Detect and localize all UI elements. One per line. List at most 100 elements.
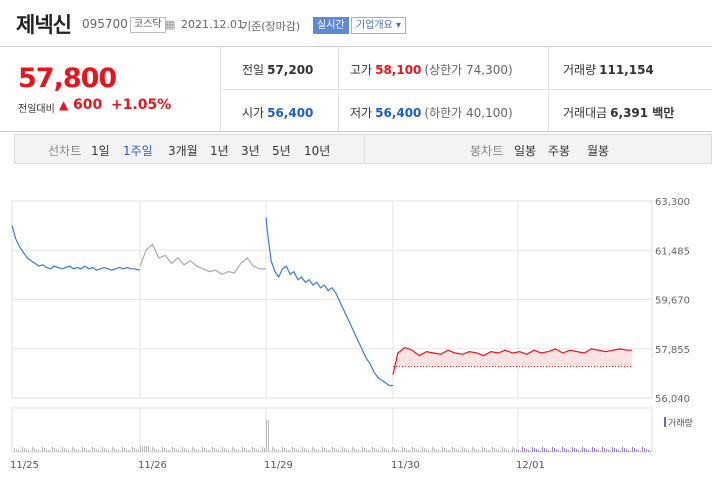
volume-bar [562, 447, 563, 452]
volume-bar [58, 450, 59, 452]
volume-bar [226, 449, 227, 452]
volume-bar [176, 449, 177, 452]
volume-bar [228, 450, 229, 452]
volume-bar [312, 447, 313, 452]
price-change: 600 [73, 97, 103, 113]
volume-bar [160, 451, 161, 452]
volume-bar [50, 451, 51, 452]
volume-bar [618, 450, 619, 452]
volume-bar [378, 450, 379, 452]
tab-daily-candle[interactable]: 일봉 [514, 144, 537, 158]
volume-bar [444, 448, 445, 452]
volume-bar [472, 447, 473, 452]
volume-bar [498, 450, 499, 452]
volume-bar [644, 448, 645, 452]
volume-bar [406, 449, 407, 452]
volume-bar [94, 448, 95, 452]
tab-1year[interactable]: 1년 [210, 144, 229, 158]
volume-bar [398, 450, 399, 452]
volume-bar [404, 448, 405, 452]
volume-bar [526, 449, 527, 452]
y-tick-label: 57,855 [655, 345, 690, 356]
volume-bar [206, 449, 207, 452]
volume-bar [508, 450, 509, 452]
volume-bar [88, 450, 89, 452]
volume-bar [374, 448, 375, 452]
volume-bar [294, 448, 295, 452]
volume-bar [620, 451, 621, 452]
tab-monthly-candle[interactable]: 월봉 [587, 144, 610, 158]
tab-3year[interactable]: 3년 [241, 144, 260, 158]
volume-bar [82, 447, 83, 452]
volume-bar [56, 449, 57, 452]
tab-1day[interactable]: 1일 [91, 144, 110, 158]
tab-1week[interactable]: 1주일 [123, 144, 153, 158]
volume-bar [536, 449, 537, 452]
low-value: 56,400 [375, 106, 422, 120]
quote-basis: 기준(장마감) [241, 20, 301, 33]
volume-bar [416, 449, 417, 452]
volume-bar [452, 447, 453, 452]
volume-bar [52, 447, 53, 452]
volume-bar [412, 447, 413, 452]
y-tick-label: 61,485 [655, 246, 690, 257]
volume-bar [128, 450, 129, 452]
volume-bar [214, 448, 215, 452]
price-chart[interactable]: 63,300 61,485 59,670 57,855 56,040 11/25 11/26… [0, 168, 712, 481]
volume-bar [28, 450, 29, 452]
volume-bar [436, 449, 437, 452]
prev-close: 전일 57,200 [242, 61, 313, 78]
volume-bar [358, 450, 359, 452]
volume-bar [402, 447, 403, 452]
volume-bar [510, 451, 511, 452]
volume-bar [538, 450, 539, 452]
volume-bar [628, 450, 629, 452]
volume-bar [202, 447, 203, 452]
x-tick-label: 11/26 [138, 460, 167, 471]
tab-5year[interactable]: 5년 [272, 144, 291, 158]
volume-bar [270, 451, 271, 452]
volume-bar [488, 450, 489, 452]
volume-bar [180, 451, 181, 452]
volume-bar [642, 447, 643, 452]
volume-bar [346, 449, 347, 452]
open-price: 시가 56,400 [242, 104, 313, 121]
plot-frame [11, 200, 653, 399]
stock-name[interactable]: 제넥신 [16, 13, 72, 37]
trade-amount-label: 거래대금 [563, 106, 608, 120]
volume-bar [290, 451, 291, 452]
volume-bar [354, 448, 355, 452]
volume-bar [602, 447, 603, 452]
price-series-blue [11, 225, 141, 271]
volume-bar [592, 447, 593, 452]
x-tick-label: 12/01 [516, 460, 545, 471]
tab-weekly-candle[interactable]: 주봉 [548, 144, 571, 158]
volume-bar [574, 448, 575, 452]
volume-bar [630, 451, 631, 452]
volume-legend-swatch [664, 417, 666, 427]
volume-bar [634, 448, 635, 452]
company-overview-button[interactable]: 기업개요 ▾ [351, 17, 406, 34]
volume-bar [184, 448, 185, 452]
volume-bar [286, 449, 287, 452]
volume-bar [110, 451, 111, 452]
tab-3month[interactable]: 3개월 [168, 144, 198, 158]
high-price: 고가 58,100 (상한가 74,300) [350, 61, 513, 78]
volume-bar [420, 451, 421, 452]
volume-bar [136, 449, 137, 452]
volume-bar [586, 449, 587, 452]
volume-bar [344, 448, 345, 452]
volume-bar [394, 448, 395, 452]
volume-bar [100, 451, 101, 452]
realtime-button[interactable]: 실시간 [313, 17, 349, 34]
volume-bar [422, 447, 423, 452]
volume-bar [116, 449, 117, 452]
volume-bar [156, 449, 157, 452]
tab-10year[interactable]: 10년 [304, 144, 331, 158]
volume-bar [42, 447, 43, 452]
volume-bar [68, 450, 69, 452]
volume-bar [236, 449, 237, 452]
volume-bar [318, 450, 319, 452]
volume-bar [464, 448, 465, 452]
volume-bar [608, 450, 609, 452]
